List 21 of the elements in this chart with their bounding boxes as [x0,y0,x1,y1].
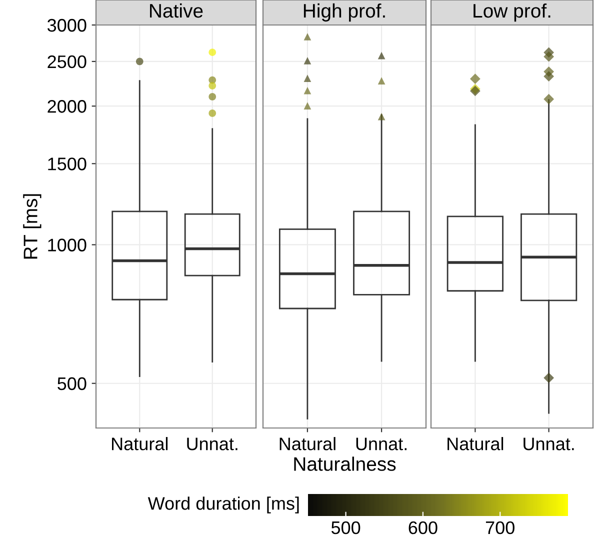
y-tick-label: 3000 [48,18,86,32]
y-tick-label: 1000 [48,238,86,252]
color-bar-label: 500 [331,521,360,534]
chart-title: Native [150,3,203,18]
color-bar-title: Word duration [ms] [148,496,299,514]
x-tick-label: Natural [280,437,336,450]
chart-title: Low prof. [474,3,550,22]
color-bar-label: 700 [486,521,514,534]
x-tick-label: Unnat. [187,438,238,450]
y-tick-label: 2500 [48,55,86,68]
x-tick-label: Unnat. [356,438,406,450]
x-axis-title: Naturalness [294,456,396,471]
y-tick-label: 500 [58,377,86,390]
x-tick-label: Natural [112,437,168,450]
color-bar-label: 600 [408,521,438,534]
y-axis-title: RT [ms] [23,194,42,259]
y-tick-label: 2000 [48,100,86,113]
x-tick-label: Natural [448,437,504,450]
chart-title: High prof. [304,3,385,22]
x-tick-label: Unnat. [524,438,574,450]
y-tick-label: 1500 [48,158,86,170]
